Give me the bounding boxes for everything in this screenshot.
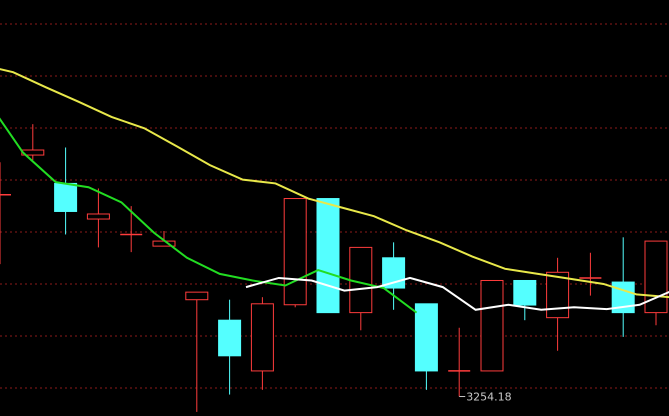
candle-4 [120, 206, 143, 253]
candle-17 [546, 257, 570, 351]
candle-body-3 [86, 213, 110, 220]
candle-9 [283, 198, 307, 308]
candle-18 [579, 252, 602, 296]
candle-16 [513, 279, 537, 321]
candle-19 [611, 237, 635, 337]
ma-yellow-line [0, 68, 669, 299]
candle-body-7 [218, 319, 242, 357]
candle-0 [0, 162, 11, 265]
low-annotation: 3254.18 [459, 391, 512, 404]
candle-body-10 [316, 198, 340, 314]
candle-body-13 [414, 303, 438, 372]
low-price-label: 3254.18 [466, 391, 512, 404]
ma-green-line [0, 117, 418, 314]
candle-6 [185, 291, 209, 412]
candle-body-6 [185, 291, 209, 301]
candle-7 [218, 299, 242, 395]
candle-body-19 [611, 281, 635, 314]
ma-white-line [245, 276, 669, 311]
candle-20 [644, 240, 668, 326]
candle-body-16 [513, 279, 537, 306]
candle-body-8 [250, 303, 274, 372]
candle-13 [414, 303, 438, 390]
candle-body-2 [54, 182, 78, 212]
candle-14 [448, 327, 471, 397]
candle-body-9 [283, 198, 307, 306]
candle-3 [86, 188, 110, 248]
candle-8 [250, 297, 274, 390]
candle-15 [480, 279, 504, 372]
grid [0, 23, 669, 389]
candles [0, 124, 668, 412]
candle-10 [316, 198, 340, 314]
moving-averages [0, 68, 669, 314]
candle-body-17 [546, 271, 570, 319]
candle-2 [54, 147, 78, 235]
candle-body-15 [480, 279, 504, 372]
